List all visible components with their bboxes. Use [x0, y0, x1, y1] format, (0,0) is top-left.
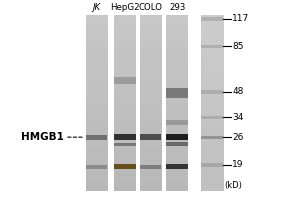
Bar: [201, 17, 223, 21]
Text: 48: 48: [232, 87, 244, 96]
Text: HMGB1: HMGB1: [20, 132, 63, 142]
Text: 293: 293: [169, 3, 185, 12]
Text: (kD): (kD): [225, 181, 242, 190]
Bar: [114, 77, 136, 84]
Text: 117: 117: [232, 14, 249, 23]
Text: 34: 34: [232, 113, 244, 122]
Bar: [201, 163, 223, 167]
Bar: [167, 120, 188, 125]
Text: 19: 19: [232, 160, 244, 169]
Text: 26: 26: [232, 133, 244, 142]
Bar: [86, 135, 107, 140]
Bar: [167, 142, 188, 146]
Text: 85: 85: [232, 42, 244, 51]
Bar: [114, 164, 136, 169]
Bar: [201, 45, 223, 48]
Text: HepG2: HepG2: [110, 3, 140, 12]
Bar: [114, 143, 136, 146]
Text: JK: JK: [92, 3, 101, 12]
Bar: [140, 134, 161, 140]
Bar: [167, 164, 188, 169]
Bar: [201, 116, 223, 119]
Bar: [167, 88, 188, 98]
Text: COLO: COLO: [138, 3, 162, 12]
Bar: [167, 134, 188, 140]
Bar: [114, 134, 136, 140]
Bar: [201, 136, 223, 139]
Bar: [140, 165, 161, 169]
Bar: [201, 90, 223, 94]
Bar: [86, 165, 107, 169]
